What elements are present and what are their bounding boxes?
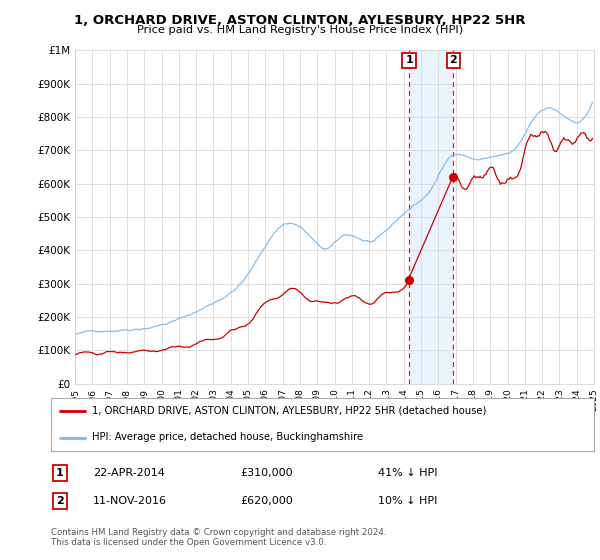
Text: £620,000: £620,000	[240, 496, 293, 506]
Text: 10% ↓ HPI: 10% ↓ HPI	[378, 496, 437, 506]
Text: 11-NOV-2016: 11-NOV-2016	[93, 496, 167, 506]
Text: 2: 2	[449, 55, 457, 66]
Text: Price paid vs. HM Land Registry's House Price Index (HPI): Price paid vs. HM Land Registry's House …	[137, 25, 463, 35]
Text: Contains HM Land Registry data © Crown copyright and database right 2024.
This d: Contains HM Land Registry data © Crown c…	[51, 528, 386, 547]
Text: £310,000: £310,000	[240, 468, 293, 478]
Bar	[409, 50, 453, 384]
Text: 1, ORCHARD DRIVE, ASTON CLINTON, AYLESBURY, HP22 5HR: 1, ORCHARD DRIVE, ASTON CLINTON, AYLESBU…	[74, 14, 526, 27]
Text: 1: 1	[56, 468, 64, 478]
Text: 1, ORCHARD DRIVE, ASTON CLINTON, AYLESBURY, HP22 5HR (detached house): 1, ORCHARD DRIVE, ASTON CLINTON, AYLESBU…	[92, 406, 486, 416]
Text: HPI: Average price, detached house, Buckinghamshire: HPI: Average price, detached house, Buck…	[92, 432, 363, 442]
Text: 22-APR-2014: 22-APR-2014	[93, 468, 165, 478]
Text: 2: 2	[56, 496, 64, 506]
Text: 1: 1	[405, 55, 413, 66]
Text: 41% ↓ HPI: 41% ↓ HPI	[378, 468, 437, 478]
